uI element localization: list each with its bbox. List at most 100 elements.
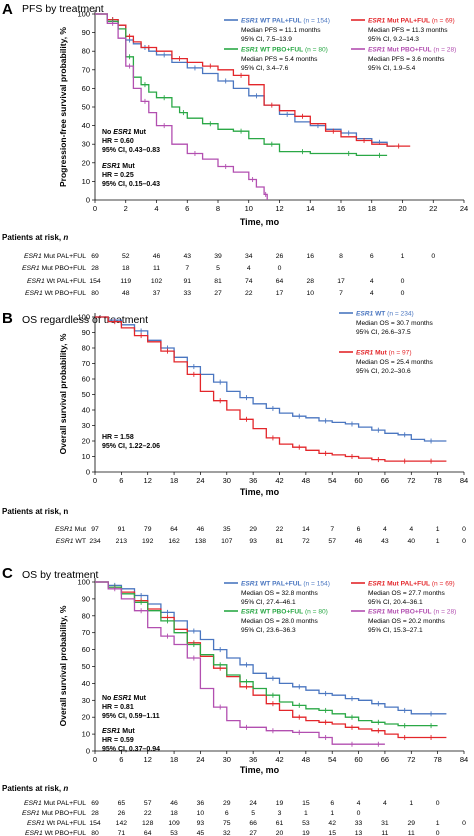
risk-count: 1 (436, 526, 440, 533)
risk-count: 22 (245, 290, 253, 297)
y-tick-label: 70 (82, 359, 90, 368)
risk-count: 28 (91, 810, 99, 817)
legend-ci: 95% CI, 15.3–27.1 (368, 627, 423, 634)
risk-count: 27 (249, 830, 257, 836)
hr-ci: 95% CI, 1.22–2.06 (102, 443, 160, 450)
x-tick-label: 60 (354, 755, 362, 764)
risk-count: 61 (276, 820, 284, 827)
risk-row-label: ESR1 Wt PBO+FUL (25, 830, 86, 836)
x-tick-label: 14 (306, 204, 314, 213)
risk-row-label: ESR1 Wt PBO+FUL (25, 290, 86, 297)
risk-count: 33 (355, 820, 363, 827)
y-tick-label: 10 (82, 730, 90, 739)
risk-count: 1 (409, 800, 413, 807)
hr-group-label: No ESR1 Mut (102, 129, 147, 136)
risk-count: 80 (91, 830, 99, 836)
risk-count: 69 (91, 800, 99, 807)
risk-count: 37 (153, 290, 161, 297)
x-tick-label: 12 (275, 204, 283, 213)
risk-count: 4 (370, 290, 374, 297)
y-tick-label: 60 (82, 84, 90, 93)
y-tick-label: 20 (82, 158, 90, 167)
risk-row-label: ESR1 Mut PAL+FUL (24, 800, 86, 807)
risk-count: 46 (197, 526, 205, 533)
risk-count: 0 (462, 538, 466, 545)
risk-count: 66 (249, 820, 257, 827)
risk-count: 79 (144, 526, 152, 533)
hr-group-label: ESR1 Mut (102, 728, 135, 735)
risk-count: 42 (328, 820, 336, 827)
risk-table-title: Patients at risk, n (2, 507, 68, 516)
x-tick-label: 12 (144, 755, 152, 764)
risk-count: 64 (276, 278, 284, 285)
risk-count: 65 (118, 800, 126, 807)
x-tick-label: 24 (460, 204, 468, 213)
panel-title: PFS by treatment (22, 3, 104, 15)
risk-count: 22 (276, 526, 284, 533)
risk-count: 234 (89, 538, 101, 545)
legend-title: ESR1 Mut PBO+FUL (n = 28) (368, 609, 456, 616)
panel-letter: A (2, 1, 13, 18)
risk-count: 109 (168, 820, 180, 827)
risk-count: 18 (122, 265, 130, 272)
risk-count: 102 (151, 278, 163, 285)
y-tick-label: 100 (77, 578, 90, 587)
y-tick-label: 80 (82, 47, 90, 56)
risk-count: 19 (276, 800, 284, 807)
risk-count: 74 (245, 278, 253, 285)
legend-median: Median PFS = 11.3 months (368, 27, 448, 34)
km-curve-mut (95, 316, 447, 462)
y-tick-label: 90 (82, 28, 90, 37)
risk-count: 43 (183, 253, 191, 260)
risk-count: 17 (276, 290, 284, 297)
risk-count: 24 (249, 800, 257, 807)
legend-title: ESR1 WT PBO+FUL (n = 80) (241, 609, 328, 616)
risk-count: 17 (337, 278, 345, 285)
risk-count: 36 (197, 800, 205, 807)
y-tick-label: 0 (86, 747, 90, 756)
x-tick-label: 18 (368, 204, 376, 213)
legend-title: ESR1 WT (n = 234) (356, 311, 414, 318)
legend-ci: 95% CI, 3.4–7.6 (241, 65, 289, 72)
panel-letter: C (2, 565, 13, 582)
risk-count: 91 (183, 278, 191, 285)
risk-count: 0 (401, 290, 405, 297)
legend-ci: 95% CI, 20.4–36.1 (368, 599, 423, 606)
x-tick-label: 12 (144, 476, 152, 485)
risk-count: 107 (221, 538, 233, 545)
x-tick-label: 42 (275, 755, 283, 764)
y-tick-label: 90 (82, 328, 90, 337)
legend-title: ESR1 WT PAL+FUL (n = 154) (241, 18, 330, 25)
legend-title: ESR1 Mut PBO+FUL (n = 28) (368, 47, 456, 54)
hr-ci: 95% CI, 0.15–0.43 (102, 181, 160, 188)
risk-row-label: ESR1 Mut PAL+FUL (24, 253, 86, 260)
legend-ci: 95% CI, 27.4–46.1 (241, 599, 296, 606)
risk-count: 22 (144, 810, 152, 817)
x-axis-label: Time, mo (240, 765, 280, 775)
hr-ci: 95% CI, 0.43–0.83 (102, 147, 160, 154)
risk-count: 18 (170, 810, 178, 817)
risk-count: 75 (223, 820, 231, 827)
km-curve-mut_pal (95, 13, 411, 147)
risk-row-label: ESR1 WT (56, 538, 86, 545)
y-tick-label: 30 (82, 140, 90, 149)
risk-count: 72 (302, 538, 310, 545)
y-tick-label: 30 (82, 696, 90, 705)
risk-count: 39 (214, 253, 222, 260)
legend-ci: 95% CI, 7.5–13.9 (241, 36, 292, 43)
risk-count: 97 (91, 526, 99, 533)
y-tick-label: 0 (86, 468, 90, 477)
risk-count: 32 (223, 830, 231, 836)
y-tick-label: 30 (82, 421, 90, 430)
risk-count: 34 (245, 253, 253, 260)
risk-count: 10 (306, 290, 314, 297)
risk-count: 4 (247, 265, 251, 272)
risk-count: 91 (118, 526, 126, 533)
x-tick-label: 48 (302, 755, 310, 764)
risk-row-label: ESR1 Mut PBO+FUL (22, 810, 86, 817)
x-tick-label: 72 (407, 476, 415, 485)
y-tick-label: 20 (82, 713, 90, 722)
risk-count: 0 (436, 830, 440, 836)
legend-ci: 95% CI, 1.9–5.4 (368, 65, 416, 72)
risk-count: 0 (357, 810, 361, 817)
